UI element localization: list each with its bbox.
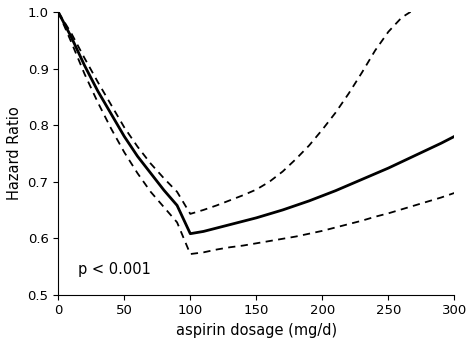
X-axis label: aspirin dosage (mg/d): aspirin dosage (mg/d) [176, 323, 337, 338]
Y-axis label: Hazard Ratio: Hazard Ratio [7, 107, 22, 200]
Text: p < 0.001: p < 0.001 [78, 262, 151, 277]
